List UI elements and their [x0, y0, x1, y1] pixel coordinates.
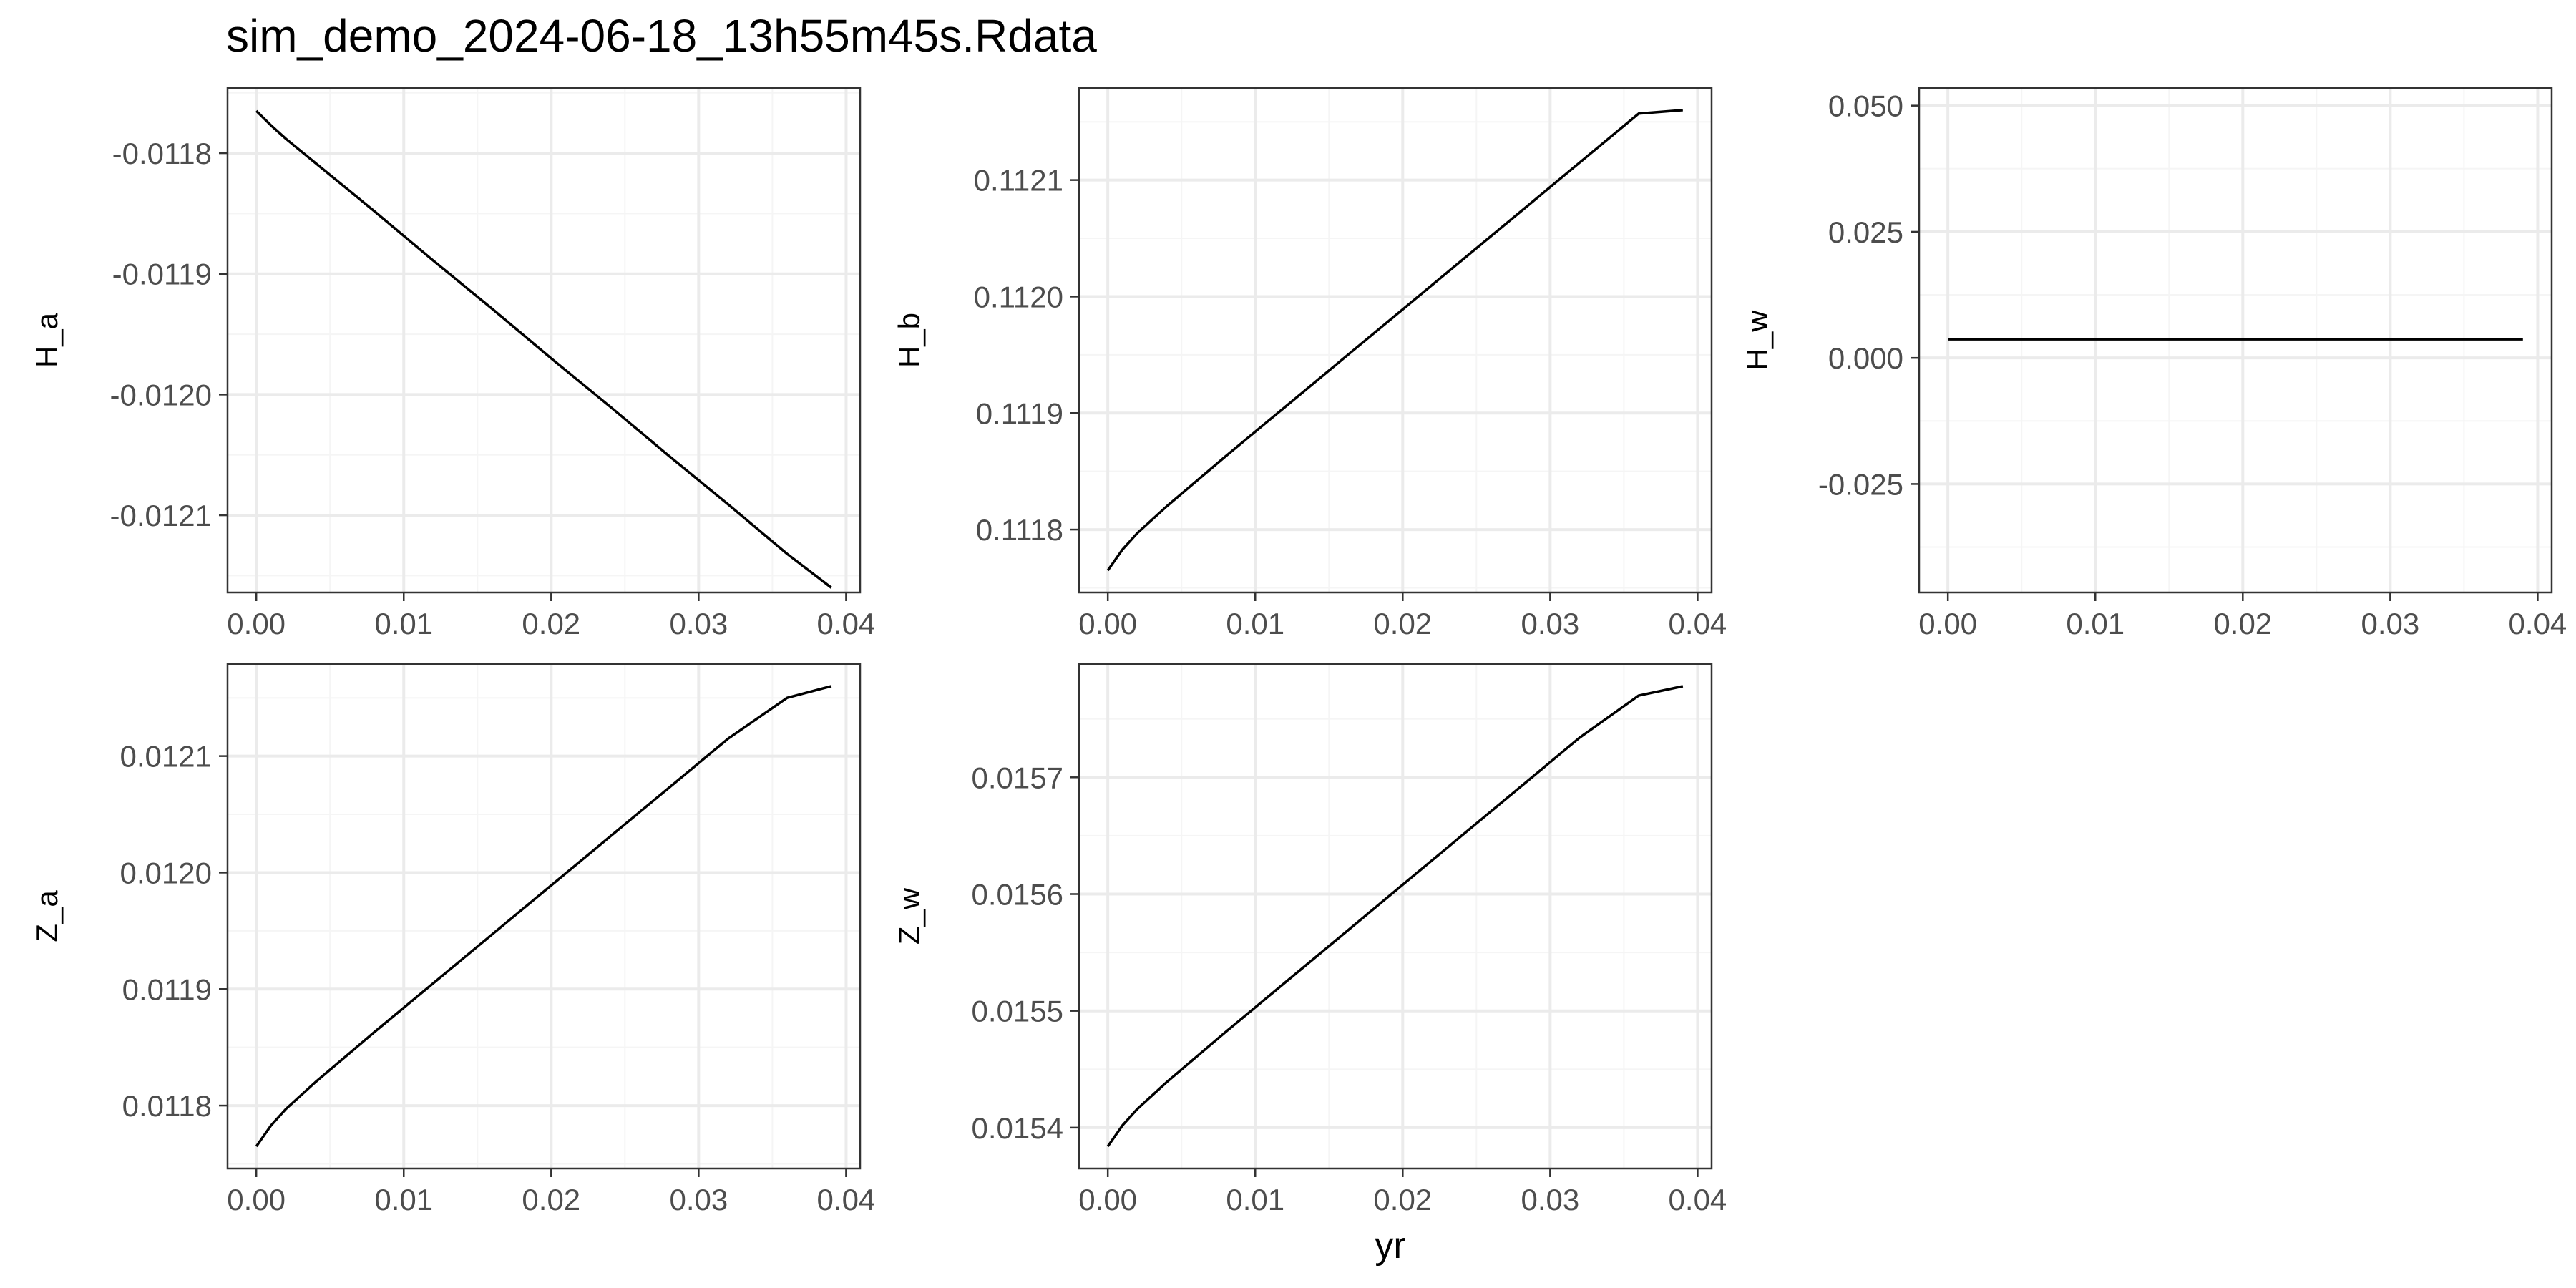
- y-tick-label: 0.0155: [972, 995, 1063, 1028]
- series-line: [1106, 109, 1683, 572]
- x-tick-label: 0.03: [1521, 1183, 1579, 1216]
- x-tick-label: 0.04: [817, 607, 876, 640]
- x-tick-label: 0.00: [1918, 607, 1977, 640]
- panel-border: [1078, 663, 1713, 1170]
- facet-panel-h-b: 0.00 0.01 0.02 0.03 0.04 0.1118 0.1119 0.1120 0.…: [892, 87, 1727, 640]
- series-line: [255, 109, 832, 589]
- y-axis-title: H_b: [892, 313, 926, 368]
- shared-x-axis-title: yr: [1375, 1225, 1405, 1267]
- panel-background: [1079, 664, 1712, 1169]
- figure-title: sim_demo_2024-06-18_13h55m45s.Rdata: [226, 10, 1097, 62]
- y-tick-label: 0.0154: [972, 1111, 1063, 1145]
- panel-background: [228, 88, 860, 592]
- facet-panel-h-w: 0.00 0.01 0.02 0.03 0.04 0.050 0.025 0.000 -0.02…: [1740, 87, 2567, 640]
- panel-border: [1918, 87, 2553, 594]
- x-tick-label: 0.04: [1669, 1183, 1727, 1216]
- y-tick-label: 0.0118: [122, 1089, 212, 1123]
- x-tick-label: 0.02: [2213, 607, 2272, 640]
- y-tick-label: 0.000: [1828, 341, 1903, 375]
- y-tick-label: 0.0119: [122, 972, 212, 1006]
- x-tick-label: 0.01: [1226, 1183, 1284, 1216]
- x-tick-label: 0.02: [1373, 607, 1432, 640]
- y-tick-label: 0.0121: [120, 740, 212, 774]
- series-line: [255, 685, 832, 1148]
- x-tick-label: 0.02: [522, 607, 580, 640]
- panel-background: [1079, 88, 1712, 592]
- x-tick-label: 0.00: [227, 1183, 286, 1216]
- panel-border: [226, 87, 862, 594]
- facet-panel-h-a: 0.00 0.01 0.02 0.03 0.04 -0.0118 -0.0119 -0.012…: [30, 87, 876, 640]
- y-axis-title: H_a: [30, 312, 64, 368]
- x-tick-label: 0.00: [1078, 607, 1137, 640]
- x-tick-label: 0.04: [817, 1183, 876, 1216]
- y-tick-label: 0.0120: [120, 856, 212, 889]
- y-tick-label: 0.1119: [976, 396, 1063, 430]
- y-tick-label: -0.0121: [110, 499, 212, 532]
- y-tick-label: 0.1120: [974, 280, 1063, 313]
- facet-panels: 0.00 0.01 0.02 0.03 0.04 -0.0118 -0.0119 -0.012…: [30, 87, 2567, 1216]
- x-tick-label: 0.03: [669, 1183, 728, 1216]
- x-tick-label: 0.01: [374, 1183, 433, 1216]
- y-tick-label: 0.1121: [974, 164, 1063, 197]
- series-line: [1106, 685, 1684, 1148]
- x-tick-label: 0.01: [374, 607, 433, 640]
- x-tick-label: 0.00: [1078, 1183, 1137, 1216]
- x-tick-label: 0.01: [2066, 607, 2124, 640]
- y-axis-title: Z_w: [892, 887, 926, 945]
- x-tick-label: 0.03: [2361, 607, 2419, 640]
- y-tick-label: 0.0157: [972, 761, 1063, 794]
- x-tick-label: 0.02: [1373, 1183, 1432, 1216]
- y-tick-label: 0.050: [1828, 89, 1903, 123]
- y-tick-label: -0.025: [1818, 467, 1903, 501]
- x-tick-label: 0.02: [522, 1183, 580, 1216]
- panel-border: [226, 663, 862, 1170]
- facet-panel-z-w: 0.00 0.01 0.02 0.03 0.04 0.0157 0.0156 0.0155 0.…: [892, 663, 1727, 1216]
- x-tick-label: 0.03: [1521, 607, 1579, 640]
- y-tick-label: 0.0156: [972, 877, 1063, 911]
- x-tick-label: 0.00: [227, 607, 286, 640]
- facet-panel-z-a: 0.00 0.01 0.02 0.03 0.04 0.0121 0.0120 0.0119 0.…: [30, 663, 876, 1216]
- x-tick-label: 0.04: [2509, 607, 2567, 640]
- x-tick-label: 0.01: [1226, 607, 1284, 640]
- y-axis-title: H_w: [1740, 310, 1774, 371]
- y-axis-title: Z_a: [30, 890, 64, 942]
- y-tick-label: -0.0118: [112, 137, 212, 170]
- y-tick-label: -0.0120: [110, 378, 212, 411]
- y-tick-label: 0.025: [1828, 215, 1903, 249]
- x-tick-label: 0.04: [1669, 607, 1727, 640]
- y-tick-label: -0.0119: [112, 258, 212, 291]
- y-tick-label: 0.1118: [976, 513, 1063, 547]
- panel-border: [1078, 87, 1713, 594]
- x-tick-label: 0.03: [669, 607, 728, 640]
- panel-background: [228, 664, 860, 1169]
